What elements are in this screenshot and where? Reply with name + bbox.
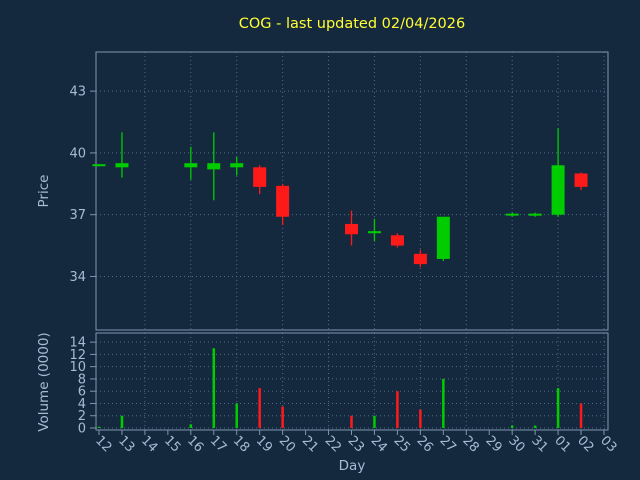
candle-body (574, 173, 588, 187)
volume-bar (396, 391, 399, 428)
chart-title: COG - last updated 02/04/2026 (239, 16, 465, 32)
volume-bar (579, 403, 583, 428)
x-tick-label: 16 (184, 433, 206, 455)
volume-bar (373, 415, 376, 428)
volume-tick-label: 0 (78, 422, 86, 437)
x-tick-label: 29 (482, 433, 504, 455)
candle-body (367, 231, 381, 234)
price-tick-label: 34 (69, 270, 86, 285)
x-tick-label: 12 (92, 433, 114, 455)
volume-bar (442, 378, 445, 428)
volume-tick-label: 2 (78, 409, 86, 424)
candle-body (345, 223, 358, 235)
volume-bar (510, 425, 514, 428)
volume-bar (556, 388, 560, 428)
volume-bar (120, 415, 124, 428)
candle-body (390, 235, 404, 246)
x-tick-label: 13 (115, 433, 137, 455)
volume-bar (419, 409, 422, 428)
x-tick-label: 25 (391, 433, 413, 455)
candle-body (505, 213, 519, 216)
volume-axis-label: Volume (0000) (36, 332, 52, 431)
x-tick-label: 22 (322, 433, 344, 455)
volume-tick-label: 14 (69, 336, 86, 351)
x-tick-label: 21 (299, 433, 321, 455)
x-tick-label: 31 (528, 433, 550, 455)
x-tick-label: 15 (161, 433, 183, 455)
price-plot-frame (95, 51, 609, 331)
candle-body (207, 163, 221, 170)
x-tick-label: 17 (207, 433, 229, 455)
volume-bar (350, 415, 353, 428)
candle-body (184, 163, 198, 168)
x-tick-label: 24 (368, 433, 390, 455)
candle-body (436, 216, 450, 259)
x-tick-label: 26 (414, 433, 436, 455)
x-axis-label: Day (339, 458, 366, 474)
x-tick-label: 18 (230, 433, 252, 455)
candle-body (253, 167, 267, 187)
volume-bar (258, 388, 261, 428)
volume-bar (97, 426, 101, 428)
x-tick-label: 27 (436, 433, 458, 455)
volume-tick-label: 6 (78, 385, 86, 400)
price-tick-label: 43 (69, 85, 86, 100)
price-tick-label: 40 (69, 146, 86, 161)
x-tick-label: 20 (276, 433, 298, 455)
candle-body (230, 163, 244, 168)
volume-bar (212, 348, 216, 428)
candle-body (551, 165, 565, 215)
candle-body (115, 163, 129, 168)
x-tick-label: 23 (345, 433, 367, 455)
price-axis-label: Price (36, 175, 52, 208)
x-tick-label: 03 (597, 433, 619, 455)
x-tick-label: 30 (505, 433, 527, 455)
candle-body (528, 213, 542, 216)
candle-body (276, 185, 290, 217)
price-tick-label: 37 (69, 208, 86, 223)
x-tick-label: 28 (459, 433, 481, 455)
volume-tick-label: 8 (78, 372, 86, 387)
volume-tick-label: 10 (69, 360, 86, 375)
volume-bar (533, 425, 537, 428)
volume-plot-frame (95, 332, 609, 431)
x-tick-label: 14 (138, 433, 160, 455)
volume-bar (189, 424, 193, 428)
x-tick-label: 01 (551, 433, 573, 455)
candle-body (413, 253, 427, 265)
volume-bar (281, 406, 284, 428)
volume-bar (235, 403, 238, 428)
x-tick-label: 02 (574, 433, 596, 455)
volume-tick-label: 4 (78, 397, 86, 412)
x-tick-label: 19 (253, 433, 275, 455)
volume-tick-label: 12 (69, 348, 86, 363)
candle-body (92, 164, 106, 167)
